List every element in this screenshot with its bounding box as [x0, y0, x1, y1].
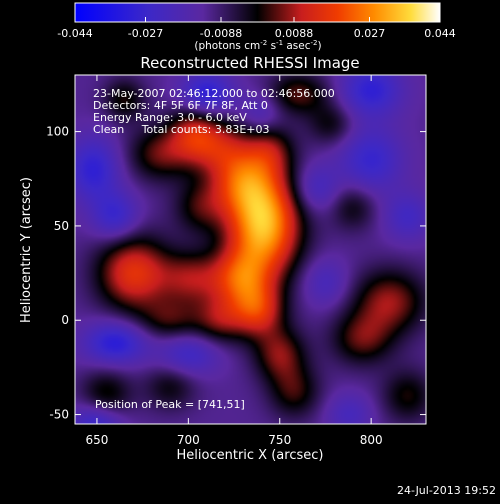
colorbar-ticks: -0.044 -0.027 -0.0088 0.0088 0.027 0.044 — [57, 17, 456, 40]
heatmap-image — [75, 75, 426, 424]
annotation-detectors: Detectors: 4F 5F 6F 7F 8F, Att 0 — [93, 99, 268, 112]
colorbar-frame — [74, 2, 441, 23]
y-tick-label: 100 — [46, 125, 69, 139]
colorbar — [75, 3, 440, 22]
x-axis-label: Heliocentric X (arcsec) — [177, 448, 324, 463]
y-tick-label: 0 — [61, 313, 69, 327]
x-tick-label: 650 — [85, 433, 108, 447]
colorbar-tick-label: 0.027 — [354, 27, 386, 40]
footer-date: 24-Jul-2013 19:52 — [397, 484, 496, 497]
colorbar-tick-label: -0.044 — [57, 27, 92, 40]
colorbar-unit-label: (photons cm-2 s-1 asec-2) — [194, 39, 321, 52]
x-tick-label: 700 — [177, 433, 200, 447]
y-tick-label: 50 — [54, 219, 69, 233]
annotation-time: 23-May-2007 02:46:12.000 to 02:46:56.000 — [93, 87, 335, 100]
x-tick-label: 750 — [268, 433, 291, 447]
annotation-energy: Energy Range: 3.0 - 6.0 keV — [93, 111, 247, 124]
colorbar-tick-label: 0.0088 — [275, 27, 314, 40]
annotation-peak: Position of Peak = [741,51] — [95, 398, 245, 411]
colorbar-tick-label: -0.027 — [128, 27, 163, 40]
chart-title: Reconstructed RHESSI Image — [140, 54, 359, 72]
colorbar-tick-label: -0.0088 — [200, 27, 242, 40]
colorbar-tick-label: 0.044 — [424, 27, 456, 40]
plot-frame — [74, 74, 427, 425]
x-axis-ticks: 650 700 750 800 — [85, 75, 383, 447]
y-axis-label: Heliocentric Y (arcsec) — [19, 177, 34, 323]
y-tick-label: -50 — [49, 408, 69, 422]
annotation-clean: Clean Total counts: 3.83E+03 — [93, 123, 270, 136]
y-axis-ticks: -50 0 50 100 — [46, 125, 426, 422]
x-tick-label: 800 — [360, 433, 383, 447]
annotation-block: 23-May-2007 02:46:12.000 to 02:46:56.000… — [93, 87, 335, 411]
